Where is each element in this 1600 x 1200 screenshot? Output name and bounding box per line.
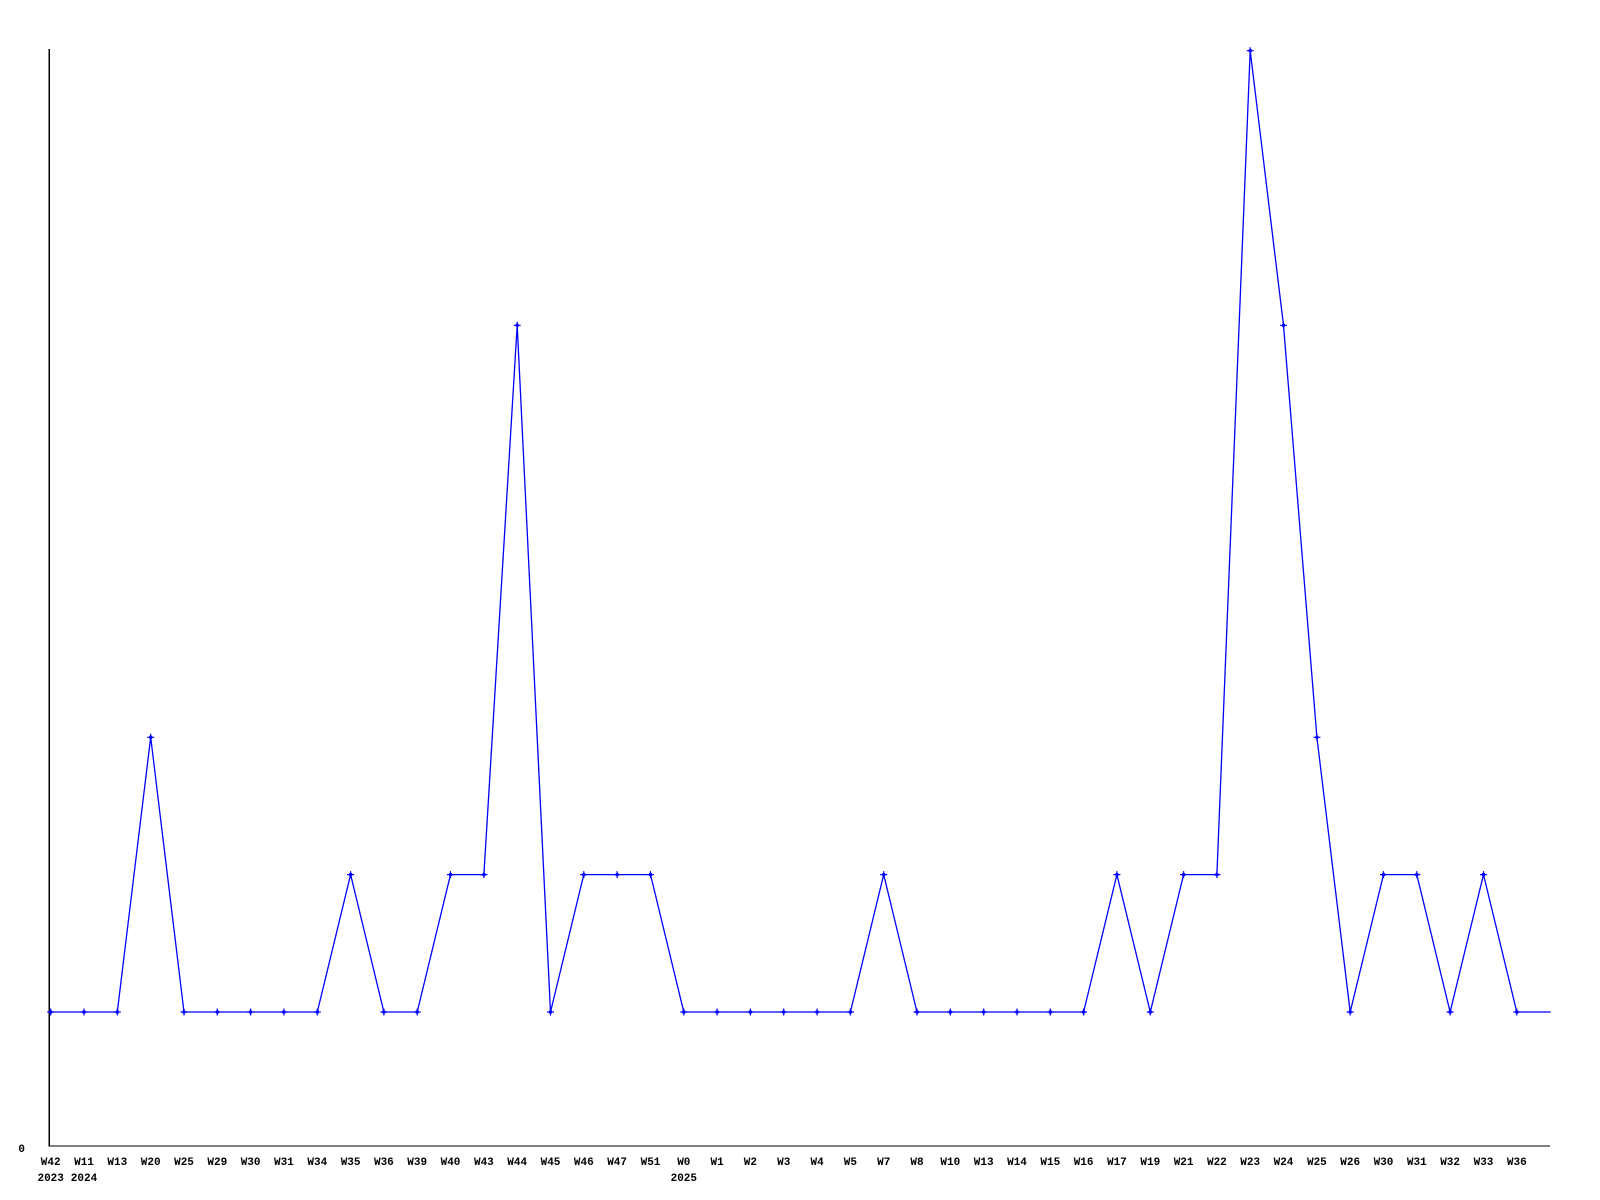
x-axis-year-labels: 2023 2024 2025 — [37, 1173, 697, 1185]
x-tick-label: W29 — [207, 1157, 227, 1169]
x-tick-label: W36 — [374, 1157, 394, 1169]
data-point-marker-crosses — [47, 47, 1521, 1016]
year-label: 2025 — [671, 1173, 698, 1185]
x-tick-label: W22 — [1207, 1157, 1227, 1169]
axis-lines — [48, 49, 1550, 1147]
x-tick-label: W44 — [507, 1157, 527, 1169]
x-tick-label: W4 — [810, 1157, 824, 1169]
x-tick-label: W2 — [744, 1157, 757, 1169]
x-tick-label: W45 — [541, 1157, 561, 1169]
x-tick-label: W35 — [341, 1157, 361, 1169]
x-tick-label: W30 — [241, 1157, 261, 1169]
x-tick-label: W46 — [574, 1157, 594, 1169]
x-tick-label: W10 — [940, 1157, 960, 1169]
x-tick-label: W43 — [474, 1157, 494, 1169]
x-tick-label: W42 — [41, 1157, 61, 1169]
x-tick-label: W23 — [1240, 1157, 1260, 1169]
x-tick-label: W31 — [1407, 1157, 1427, 1169]
x-tick-label: W31 — [274, 1157, 294, 1169]
axes — [48, 49, 1550, 1147]
x-tick-label: W26 — [1340, 1157, 1360, 1169]
x-tick-label: W7 — [877, 1157, 890, 1169]
x-tick-label: W16 — [1074, 1157, 1094, 1169]
x-tick-label: W8 — [910, 1157, 924, 1169]
x-tick-label: W3 — [777, 1157, 791, 1169]
x-tick-label: W21 — [1174, 1157, 1194, 1169]
x-tick-label: W13 — [974, 1157, 994, 1169]
x-tick-label: W11 — [74, 1157, 94, 1169]
x-axis-week-labels: W42 W11 W13 W20 W25 W29 W30 W31 W34 W35 W36 W39 W40 W… — [41, 1157, 1527, 1169]
series-line — [50, 50, 1551, 1013]
x-tick-label: W40 — [441, 1157, 461, 1169]
x-tick-label: W51 — [641, 1157, 661, 1169]
x-tick-label: W17 — [1107, 1157, 1127, 1169]
x-tick-label: W39 — [407, 1157, 427, 1169]
x-tick-label: W19 — [1140, 1157, 1160, 1169]
x-tick-label: W24 — [1274, 1157, 1294, 1169]
x-tick-label: W1 — [710, 1157, 724, 1169]
x-tick-label: W25 — [1307, 1157, 1327, 1169]
x-tick-label: W34 — [307, 1157, 327, 1169]
year-label: 2023 — [37, 1173, 64, 1185]
x-tick-label: W20 — [141, 1157, 161, 1169]
x-tick-label: W32 — [1440, 1157, 1460, 1169]
year-label: 2024 — [71, 1173, 98, 1185]
x-tick-label: W0 — [677, 1157, 690, 1169]
series-polyline — [50, 50, 1551, 1013]
x-tick-label: W33 — [1474, 1157, 1494, 1169]
x-tick-label: W14 — [1007, 1157, 1027, 1169]
x-tick-label: W13 — [107, 1157, 127, 1169]
x-tick-label: W25 — [174, 1157, 194, 1169]
x-tick-label: W47 — [607, 1157, 627, 1169]
x-tick-label: W15 — [1040, 1157, 1060, 1169]
data-point-markers — [47, 47, 1521, 1016]
x-tick-label: W30 — [1374, 1157, 1394, 1169]
x-tick-label: W36 — [1507, 1157, 1527, 1169]
x-tick-label: W5 — [844, 1157, 858, 1169]
y-axis-zero-label: 0 — [18, 1144, 25, 1156]
